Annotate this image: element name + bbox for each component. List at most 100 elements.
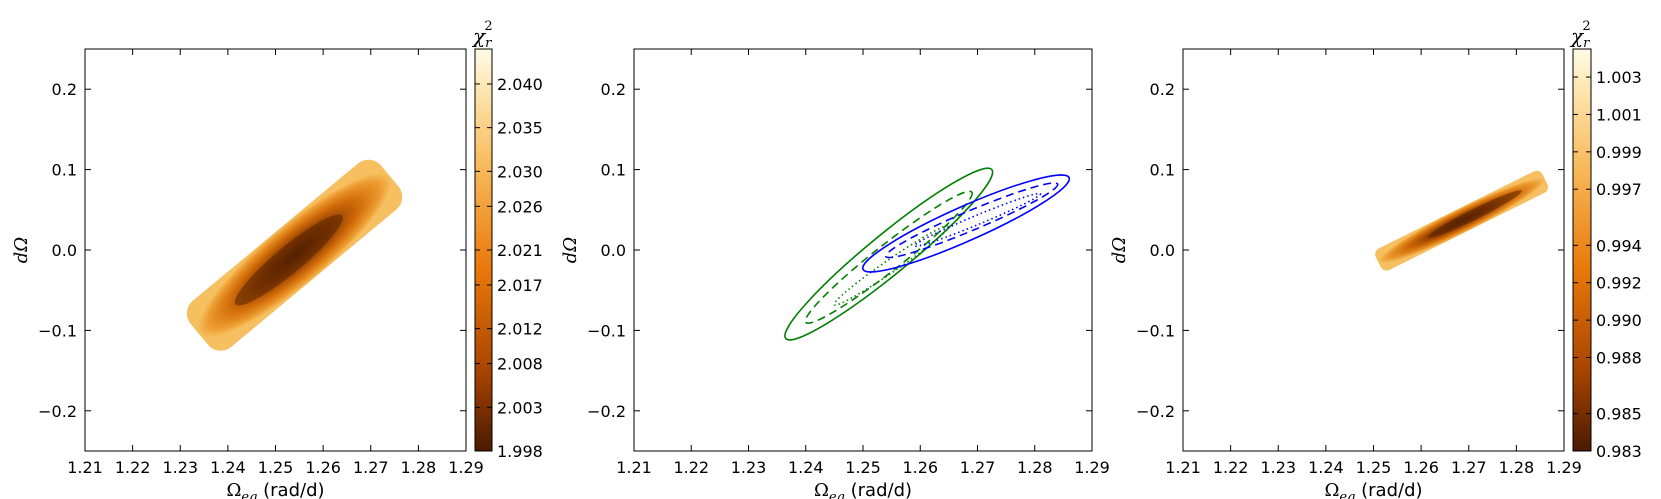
colorbar-label-sup: 2 bbox=[484, 19, 492, 34]
x-tick-label: 1.28 bbox=[1499, 458, 1535, 477]
x-label-unit: (rad/d) bbox=[1355, 480, 1422, 499]
y-axis-label: dΩ bbox=[560, 237, 581, 264]
x-tick-label: 1.21 bbox=[1165, 458, 1201, 477]
colorbar-tick-label: 1.998 bbox=[497, 442, 543, 461]
x-tick-label: 1.29 bbox=[1546, 458, 1582, 477]
x-tick-label: 1.22 bbox=[115, 458, 151, 477]
colorbar-label-symbol: χ bbox=[471, 24, 487, 48]
x-tick-label: 1.23 bbox=[1260, 458, 1296, 477]
colorbar-tick-label: 0.988 bbox=[1596, 349, 1642, 368]
colorbar-tick-label: 2.012 bbox=[497, 320, 543, 339]
y-tick-label: −0.2 bbox=[38, 402, 77, 421]
plot-area bbox=[1375, 170, 1549, 271]
contour-blue-dotted bbox=[913, 192, 1042, 248]
plot-area bbox=[784, 167, 1071, 341]
colorbar-label-sup: 2 bbox=[1582, 19, 1590, 34]
x-tick-label: 1.27 bbox=[353, 458, 389, 477]
x-tick-label: 1.24 bbox=[788, 458, 824, 477]
chi2-region-core bbox=[234, 214, 343, 306]
colorbar-tick-label: 2.003 bbox=[497, 398, 543, 417]
colorbar-tick-label: 2.030 bbox=[497, 162, 543, 181]
x-label-sub: eq bbox=[1339, 490, 1355, 499]
x-axis-label: Ωeq (rad/d) bbox=[226, 480, 324, 499]
colorbar-tick-label: 2.026 bbox=[497, 197, 543, 216]
colorbar-label-sub: r bbox=[485, 36, 492, 51]
x-tick-label: 1.28 bbox=[1017, 458, 1053, 477]
colorbar-label-symbol: χ bbox=[1569, 24, 1585, 48]
colorbar-tick-label: 0.997 bbox=[1596, 180, 1642, 199]
y-axis-label: dΩ bbox=[1109, 237, 1130, 264]
x-tick-label: 1.26 bbox=[1403, 458, 1439, 477]
colorbar-tick-label: 0.999 bbox=[1596, 143, 1642, 162]
x-label-unit: (rad/d) bbox=[257, 480, 324, 499]
x-tick-label: 1.25 bbox=[258, 458, 294, 477]
x-label-unit: (rad/d) bbox=[845, 480, 912, 499]
y-tick-label: 0.1 bbox=[601, 161, 626, 180]
colorbar-tick-label: 0.992 bbox=[1596, 274, 1642, 293]
heatmap-panel-left: 1.21 1.22 1.23 1.24 1.25 1.26 1.27 1.28 1.29 −0.2… bbox=[11, 19, 543, 499]
x-tick-label: 1.23 bbox=[162, 458, 198, 477]
x-label-symbol: Ω bbox=[1324, 480, 1339, 499]
contour-panel-middle: 1.21 1.22 1.23 1.24 1.25 1.26 1.27 1.28 1.29 −0.2… bbox=[560, 48, 1110, 499]
x-label-symbol: Ω bbox=[814, 480, 829, 499]
x-label-sub: eq bbox=[829, 490, 845, 499]
colorbar-label: χr 2 bbox=[1569, 19, 1591, 51]
x-tick-label: 1.25 bbox=[845, 458, 881, 477]
x-axis-label: Ωeq (rad/d) bbox=[814, 480, 912, 499]
x-tick-label: 1.25 bbox=[1356, 458, 1392, 477]
y-tick-label: −0.2 bbox=[587, 402, 626, 421]
colorbar-tick-label: 2.040 bbox=[497, 75, 543, 94]
y-tick-label: 0.2 bbox=[1150, 80, 1175, 99]
colorbar-tick-label: 0.985 bbox=[1596, 405, 1642, 424]
y-tick-label: 0.1 bbox=[52, 161, 77, 180]
plot-frame bbox=[1182, 48, 1565, 452]
x-tick-label: 1.21 bbox=[67, 458, 103, 477]
y-tick-label: −0.2 bbox=[1136, 402, 1175, 421]
x-tick-label: 1.23 bbox=[731, 458, 767, 477]
y-tick-label: 0.0 bbox=[52, 241, 77, 260]
colorbar-tick-label: 2.017 bbox=[497, 276, 543, 295]
x-tick-label: 1.22 bbox=[673, 458, 709, 477]
y-tick-label: −0.1 bbox=[38, 321, 77, 340]
chi2-region bbox=[186, 159, 403, 351]
plot-area bbox=[186, 159, 403, 351]
colorbar-tick-label: 0.990 bbox=[1596, 311, 1642, 330]
x-tick-label: 1.24 bbox=[1308, 458, 1344, 477]
colorbar-tick-label: 2.021 bbox=[497, 241, 543, 260]
colorbar: 1.998 2.003 2.008 2.012 2.017 2.021 2.026 2.030… bbox=[471, 19, 543, 461]
y-axis-label: dΩ bbox=[11, 237, 32, 264]
x-axis-label: Ωeq (rad/d) bbox=[1324, 480, 1422, 499]
colorbar-tick-label: 1.001 bbox=[1596, 105, 1642, 124]
x-tick-label: 1.22 bbox=[1213, 458, 1249, 477]
y-tick-label: 0.0 bbox=[601, 241, 626, 260]
x-tick-label: 1.26 bbox=[305, 458, 341, 477]
y-tick-label: 0.2 bbox=[52, 80, 77, 99]
x-tick-label: 1.29 bbox=[448, 458, 484, 477]
colorbar-tick-label: 0.983 bbox=[1596, 442, 1642, 461]
colorbar-tick-label: 1.003 bbox=[1596, 68, 1642, 87]
colorbar-label-sub: r bbox=[1583, 36, 1590, 51]
chi2-region bbox=[1375, 170, 1549, 271]
x-tick-label: 1.26 bbox=[902, 458, 938, 477]
x-tick-label: 1.28 bbox=[401, 458, 437, 477]
y-tick-label: 0.1 bbox=[1150, 161, 1175, 180]
x-label-sub: eq bbox=[241, 490, 257, 499]
contour-blue-solid bbox=[861, 174, 1071, 273]
contour-green-dotted bbox=[833, 224, 950, 306]
colorbar-tick-label: 2.035 bbox=[497, 119, 543, 138]
y-tick-label: −0.1 bbox=[1136, 321, 1175, 340]
contour-green-solid bbox=[784, 167, 994, 341]
chi2-region-core bbox=[1428, 190, 1522, 238]
colorbar-tick-label: 2.008 bbox=[497, 355, 543, 374]
contour-blue-dashed bbox=[885, 182, 1059, 259]
x-tick-label: 1.21 bbox=[616, 458, 652, 477]
colorbar-bar bbox=[1572, 48, 1592, 452]
y-tick-label: −0.1 bbox=[587, 321, 626, 340]
heatmap-panel-right: 1.21 1.22 1.23 1.24 1.25 1.26 1.27 1.28 1.29 −0.2… bbox=[1109, 19, 1642, 499]
y-tick-label: 0.0 bbox=[1150, 241, 1175, 260]
y-tick-label: 0.2 bbox=[601, 80, 626, 99]
colorbar-tick-label: 0.994 bbox=[1596, 236, 1642, 255]
x-tick-label: 1.29 bbox=[1074, 458, 1110, 477]
x-tick-label: 1.27 bbox=[960, 458, 996, 477]
